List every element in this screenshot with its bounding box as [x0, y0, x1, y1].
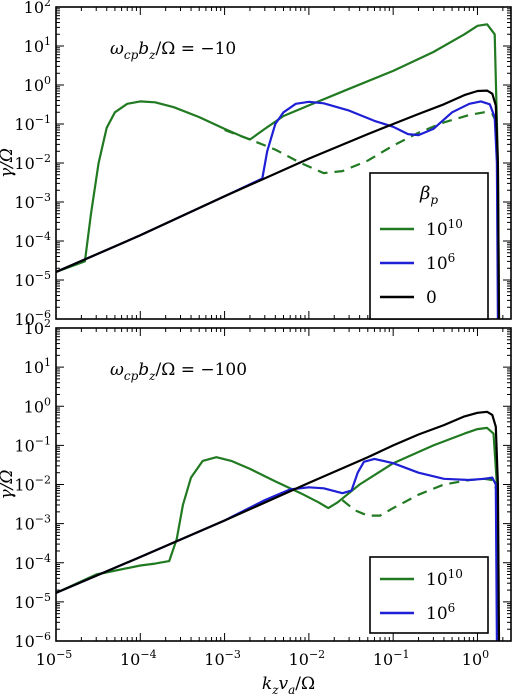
series-line-2 — [56, 457, 498, 641]
y-tick-label: 10−5 — [14, 591, 51, 612]
x-tick-label: 10−4 — [120, 648, 157, 669]
y-tick-label: 101 — [24, 356, 51, 377]
y-tick-label: 10−6 — [14, 630, 51, 651]
panel-annotation: ωcpbz/Ω = −10 — [110, 39, 236, 62]
y-tick-label: 10−1 — [14, 434, 51, 455]
y-tick-label: 102 — [24, 0, 51, 17]
x-tick-label: 10−3 — [204, 648, 241, 669]
series-line-2 — [56, 100, 499, 319]
plot-frame — [55, 6, 512, 320]
x-axis-label: kzva/Ω — [262, 674, 315, 697]
y-tick-label: 10−6 — [14, 308, 51, 329]
y-axis-label: γ/Ω — [0, 148, 17, 178]
legend-box — [369, 172, 489, 320]
legend-label: 106 — [426, 601, 455, 624]
series-line-3 — [56, 89, 501, 319]
y-tick-label: 10−1 — [14, 113, 51, 134]
legend-label: 1010 — [426, 217, 463, 240]
legend-label: 0 — [426, 288, 437, 308]
y-tick-label: 10−3 — [14, 191, 51, 212]
y-tick-label: 101 — [24, 35, 51, 56]
x-tick-label: 100 — [462, 648, 489, 669]
x-tick-label: 10−2 — [289, 648, 326, 669]
y-tick-label: 100 — [24, 395, 51, 416]
chart-panel-top: 10−6 10−5 10−4 10−3 10−2 10−1 100 101 102 γ/Ω ωcpb… — [0, 0, 512, 329]
y-tick-label: 10−4 — [14, 230, 51, 251]
y-axis-label: γ/Ω — [0, 470, 17, 500]
y-tick-label: 10−2 — [14, 152, 51, 173]
y-tick-label: 10−4 — [14, 552, 51, 573]
legend-label: 106 — [426, 251, 455, 274]
x-tick-label: 10−5 — [36, 648, 73, 669]
panel-annotation: ωcpbz/Ω = −100 — [110, 360, 247, 383]
legend-label: 1010 — [426, 567, 463, 590]
legend-box — [369, 556, 489, 634]
y-tick-label: 10−5 — [14, 269, 51, 290]
series-line-1 — [341, 477, 497, 517]
x-tick-label: 10−1 — [373, 648, 410, 669]
y-tick-label: 10−3 — [14, 513, 51, 534]
y-tick-label: 102 — [24, 317, 51, 338]
plot-frame — [55, 327, 512, 642]
series-line-0 — [56, 426, 499, 641]
y-tick-label: 100 — [24, 74, 51, 95]
series-line-1 — [224, 111, 497, 175]
y-tick-label: 10−2 — [14, 474, 51, 495]
series-line-3 — [56, 410, 501, 641]
legend-title: βp — [419, 183, 438, 207]
